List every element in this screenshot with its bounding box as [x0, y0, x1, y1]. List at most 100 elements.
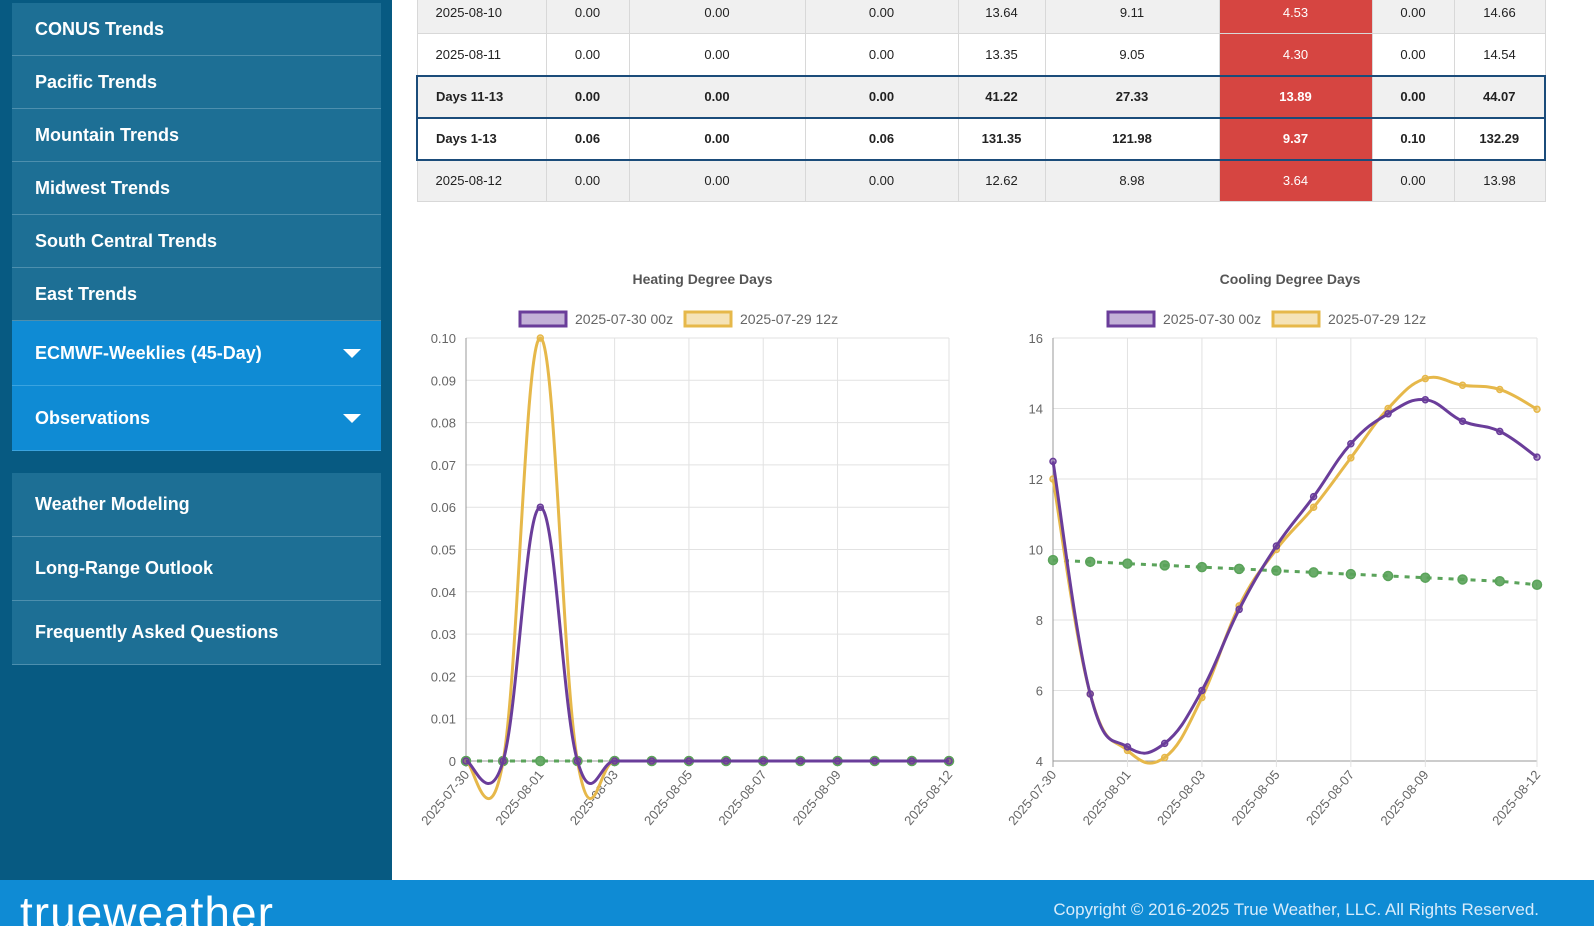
sidebar-item-label: Observations [35, 407, 151, 428]
legend-label: 2025-07-29 12z [1328, 311, 1426, 327]
data-point [1309, 492, 1318, 501]
x-tick-label: 2025-08-07 [715, 767, 769, 828]
data-point [1496, 385, 1504, 394]
y-tick-label: 0.09 [431, 373, 456, 388]
data-point [1049, 457, 1057, 466]
table-cell: 9.37 [1218, 116, 1373, 161]
table-cell: 13.98 [1453, 159, 1546, 202]
data-point [1384, 410, 1392, 418]
legend-label: 2025-07-30 00z [1163, 311, 1261, 327]
table-cell: 0.00 [628, 116, 806, 161]
data-point [1421, 395, 1430, 404]
data-point [1308, 567, 1319, 578]
data-point [1345, 568, 1357, 580]
caret-down-icon [343, 414, 361, 423]
table-cell: 0.00 [1371, 159, 1455, 202]
data-point [1458, 417, 1467, 425]
y-tick-label: 0.05 [431, 543, 456, 558]
x-tick-label: 2025-08-05 [1228, 767, 1282, 828]
hdd-chart: Heating Degree Days 2025-07-30 00z 2025-07… [405, 265, 965, 845]
y-tick-label: 0.08 [431, 416, 456, 431]
table-cell: 0.10 [1371, 116, 1455, 161]
data-point [1159, 560, 1170, 571]
sidebar: CONUS Trends Pacific Trends Mountain Tre… [0, 0, 392, 880]
table-cell: 27.33 [1044, 74, 1220, 119]
sidebar-item-faq[interactable]: Frequently Asked Questions [12, 601, 381, 665]
table-row-label: Days 1-13 [416, 116, 547, 161]
series-line [1052, 558, 1538, 587]
x-tick-label: 2025-08-07 [1303, 767, 1357, 828]
data-point [1309, 503, 1318, 511]
data-point [908, 757, 916, 765]
data-point [1160, 739, 1169, 748]
x-tick-label: 2025-08-12 [901, 767, 955, 828]
table-cell: 0.00 [804, 0, 959, 34]
x-tick-label: 2025-08-09 [1377, 767, 1431, 828]
data-point [1533, 453, 1541, 461]
x-tick-label: 2025-08-05 [641, 767, 695, 828]
table-cell: 0.00 [804, 159, 959, 202]
x-tick-label: 2025-07-30 [1005, 767, 1059, 828]
table-cell: 0.00 [545, 74, 630, 119]
sidebar-item-midwest-trends[interactable]: Midwest Trends [12, 162, 381, 215]
y-tick-label: 0.03 [431, 627, 456, 642]
data-point [1198, 686, 1206, 695]
degree-day-table: 2025-08-10 0.00 0.00 0.00 13.64 9.11 4.53 0.00 1… [416, 0, 1546, 202]
sidebar-item-conus-trends[interactable]: CONUS Trends [12, 3, 381, 56]
table-cell: 0.06 [545, 116, 630, 161]
table-cell: 121.98 [1044, 116, 1220, 161]
data-point [1084, 556, 1096, 568]
sidebar-item-long-range-outlook[interactable]: Long-Range Outlook [12, 537, 381, 601]
data-point [1531, 579, 1543, 590]
table-cell: 0.00 [1371, 33, 1455, 76]
sidebar-item-pacific-trends[interactable]: Pacific Trends [12, 56, 381, 109]
data-point [1347, 454, 1355, 462]
legend-swatch [683, 310, 733, 328]
data-point [1272, 542, 1281, 550]
data-point [1533, 405, 1541, 413]
data-point [1347, 440, 1355, 448]
data-point [499, 757, 507, 765]
data-point [648, 757, 656, 765]
table-row: Days 1-13 0.06 0.00 0.06 131.35 121.98 9.37 0.1… [416, 116, 1546, 161]
table-cell: 4.30 [1218, 33, 1373, 76]
x-tick-label: 2025-08-03 [1154, 767, 1208, 828]
data-point [796, 757, 805, 765]
table-cell: 13.35 [957, 33, 1046, 76]
sidebar-item-ecmwf-weeklies[interactable]: ECMWF-Weeklies (45-Day) [12, 321, 381, 386]
y-tick-label: 8 [1036, 613, 1043, 628]
footer: trueweather Copyright © 2016-2025 True W… [0, 880, 1594, 926]
data-point [722, 757, 730, 765]
caret-down-icon [343, 349, 361, 358]
table-cell: 0.00 [628, 0, 806, 34]
table-cell: 9.05 [1044, 33, 1220, 76]
sidebar-item-mountain-trends[interactable]: Mountain Trends [12, 109, 381, 162]
table-cell: 0.00 [545, 33, 630, 76]
y-tick-label: 14 [1029, 402, 1043, 417]
sidebar-item-observations[interactable]: Observations [12, 386, 381, 451]
table-cell: 0.00 [804, 74, 959, 119]
sidebar-item-weather-modeling[interactable]: Weather Modeling [12, 473, 381, 537]
table-row: Days 11-13 0.00 0.00 0.00 41.22 27.33 13.89 0.0… [416, 74, 1546, 119]
table-cell: 41.22 [957, 74, 1046, 119]
table-row: 2025-08-11 0.00 0.00 0.00 13.35 9.05 4.30 0.00 1… [416, 33, 1546, 76]
table-cell: 14.66 [1453, 0, 1546, 34]
y-tick-label: 0 [449, 754, 456, 769]
data-point [833, 757, 842, 765]
table-cell: 12.62 [957, 159, 1046, 202]
y-tick-label: 12 [1029, 472, 1043, 487]
table-cell: 0.00 [628, 33, 806, 76]
y-tick-label: 0.04 [431, 585, 456, 600]
footer-logo[interactable]: trueweather [20, 887, 274, 926]
table-row-label: 2025-08-11 [416, 33, 547, 76]
data-point [1047, 554, 1059, 566]
data-point [1494, 575, 1506, 587]
y-tick-label: 10 [1029, 543, 1043, 558]
table-row: 2025-08-10 0.00 0.00 0.00 13.64 9.11 4.53 0.00 1… [416, 0, 1546, 34]
sidebar-item-east-trends[interactable]: East Trends [12, 268, 381, 321]
data-point [535, 755, 546, 767]
data-point [1496, 427, 1504, 436]
sidebar-item-south-central-trends[interactable]: South Central Trends [12, 215, 381, 268]
y-tick-label: 16 [1029, 331, 1043, 346]
data-point [870, 757, 879, 765]
